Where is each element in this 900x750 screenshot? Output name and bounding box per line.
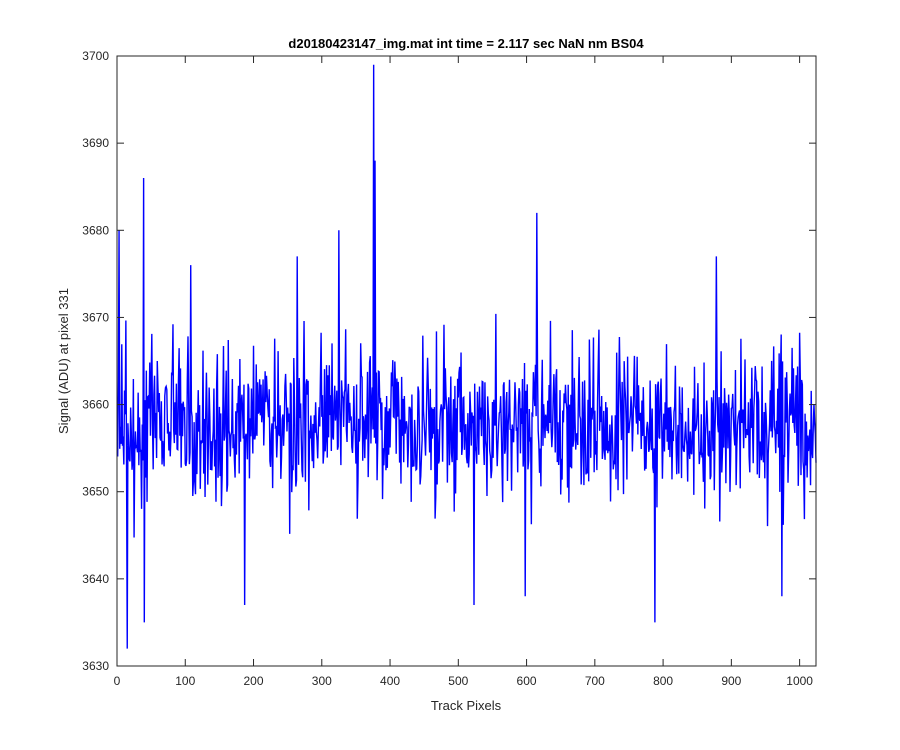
y-tick-label: 3700 <box>82 49 109 63</box>
x-tick-label: 800 <box>653 674 673 688</box>
x-tick-label: 100 <box>175 674 195 688</box>
y-axis-label: Signal (ADU) at pixel 331 <box>56 288 71 434</box>
signal-series-line <box>116 64 817 649</box>
x-tick-label: 400 <box>380 674 400 688</box>
y-tick-label: 3640 <box>82 572 109 586</box>
x-tick-label: 500 <box>448 674 468 688</box>
chart-title: d20180423147_img.mat int time = 2.117 se… <box>288 36 644 51</box>
x-tick-label: 0 <box>114 674 121 688</box>
x-tick-label: 300 <box>312 674 332 688</box>
x-tick-label: 900 <box>721 674 741 688</box>
x-tick-label: 700 <box>585 674 605 688</box>
x-tick-label: 600 <box>517 674 537 688</box>
y-tick-label: 3650 <box>82 485 109 499</box>
y-tick-label: 3670 <box>82 310 109 324</box>
y-tick-label: 3680 <box>82 223 109 237</box>
x-tick-label: 1000 <box>786 674 813 688</box>
tick-layer: 0 100 200 300 400 500 600 700 800 900 1000 3630 3640… <box>82 49 816 688</box>
x-axis-label: Track Pixels <box>431 698 502 713</box>
series-layer <box>116 64 817 649</box>
plot-frame <box>116 55 817 667</box>
plot-background <box>117 56 816 666</box>
x-tick-label: 200 <box>244 674 264 688</box>
y-tick-label: 3630 <box>82 659 109 673</box>
y-tick-label: 3690 <box>82 136 109 150</box>
y-tick-label: 3660 <box>82 398 109 412</box>
